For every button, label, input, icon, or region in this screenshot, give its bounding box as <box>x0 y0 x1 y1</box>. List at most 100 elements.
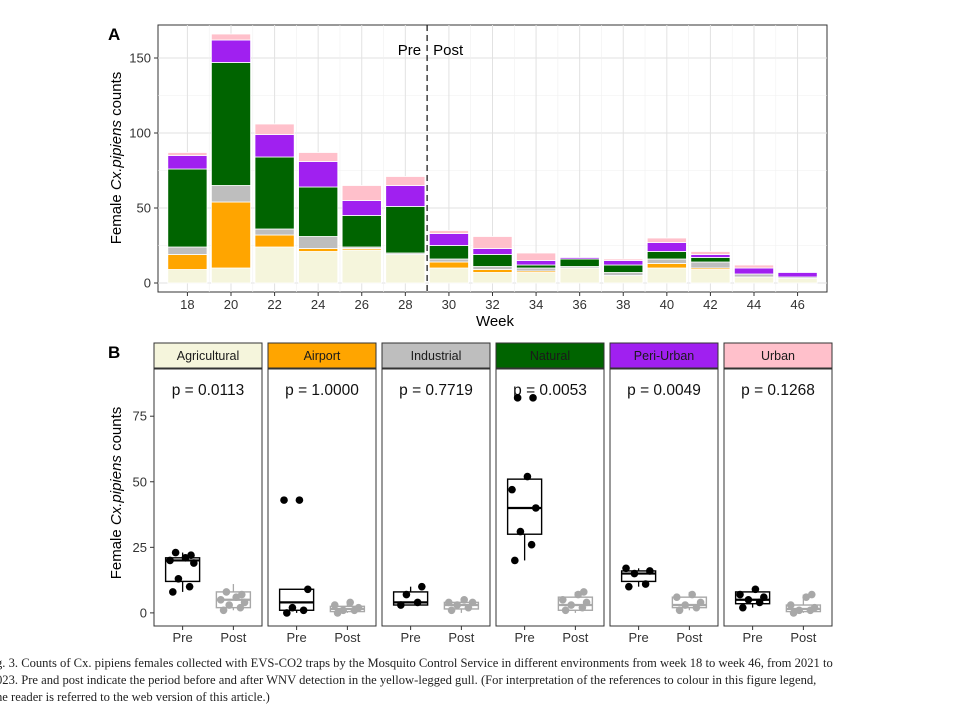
y-tick-label: 0 <box>140 605 147 620</box>
panel-a-y-axis-title: Female Cx.pipiens counts <box>108 72 125 245</box>
bar-segment <box>210 33 252 41</box>
x-tick-label: Post <box>790 630 816 645</box>
data-point <box>696 598 705 607</box>
data-point <box>672 593 681 601</box>
bar-segment <box>385 206 426 254</box>
caption-line-1: g. 3. Counts of Cx. pipiens females coll… <box>0 656 833 670</box>
y-tick-label: 150 <box>129 51 151 66</box>
data-point <box>219 606 228 615</box>
data-point <box>810 603 819 612</box>
data-point <box>444 598 453 607</box>
data-point <box>397 601 405 609</box>
x-tick-label: 44 <box>747 297 761 312</box>
data-point <box>523 472 532 481</box>
bar-segment <box>733 273 775 278</box>
x-tick-label: Pre <box>287 630 307 645</box>
bar-segment <box>690 254 731 258</box>
x-tick-label: 22 <box>267 297 281 312</box>
bar-segment <box>690 269 731 284</box>
bar-segment <box>298 236 339 249</box>
facet-industrial: Industrial p = 0.7719 Pre Post <box>381 342 491 645</box>
bar-segment <box>428 258 469 263</box>
data-point <box>216 595 225 604</box>
bar-segment <box>254 228 295 236</box>
x-tick-label: Pre <box>743 630 763 645</box>
p-value-label: p = 0.7719 <box>399 382 473 399</box>
data-point <box>516 527 525 536</box>
bar-segment <box>646 237 687 243</box>
data-point <box>169 588 177 596</box>
bar-segment <box>341 200 382 216</box>
facet-panel <box>723 368 833 627</box>
x-tick-label: 34 <box>529 297 543 312</box>
bar-segment <box>385 176 426 186</box>
data-point <box>453 601 461 609</box>
x-tick-label: 18 <box>180 297 194 312</box>
data-point <box>174 574 183 583</box>
panel-b-y-axis-title: Female Cx.pipiens counts <box>108 407 125 580</box>
bar-segment <box>210 267 252 284</box>
x-tick-label: Pre <box>629 630 649 645</box>
data-point <box>681 601 689 609</box>
bar-segment <box>341 249 382 284</box>
panel-a-x-axis-title: Week <box>476 313 515 330</box>
data-point <box>529 394 537 402</box>
bar-segment <box>690 257 731 263</box>
x-tick-label: Post <box>334 630 360 645</box>
data-point <box>795 606 803 615</box>
x-tick-label: 28 <box>398 297 412 312</box>
panel-b-tag: B <box>108 343 120 362</box>
box-body <box>620 570 657 583</box>
data-point <box>171 548 180 557</box>
x-tick-label: 40 <box>660 297 674 312</box>
x-tick-label: Post <box>448 630 474 645</box>
bar-segment <box>341 215 382 248</box>
data-point <box>561 606 570 615</box>
bar-segment <box>603 272 644 276</box>
bar-segment <box>167 254 208 270</box>
bar-segment <box>254 123 295 135</box>
panel-b-facets: Agricultural p = 0.0113 Pre Post Airport p = … <box>153 342 833 645</box>
facet-panel <box>381 368 491 627</box>
bar-segment <box>559 258 600 267</box>
data-point <box>464 603 473 612</box>
facet-strip <box>153 342 263 369</box>
x-tick-label: 42 <box>703 297 717 312</box>
p-value-label: p = 0.1268 <box>741 382 815 399</box>
data-point <box>625 582 633 591</box>
facet-strip-label: Natural <box>530 349 570 363</box>
bar-segment <box>603 260 644 266</box>
data-point <box>166 556 174 565</box>
bar-segment <box>646 251 687 260</box>
data-point <box>225 601 233 609</box>
bar-segment <box>646 267 687 284</box>
x-tick-label: 38 <box>616 297 630 312</box>
bar-segment <box>341 185 382 201</box>
data-point <box>295 496 304 504</box>
facet-strip-label: Industrial <box>411 349 462 363</box>
box-body <box>734 591 771 605</box>
bar-segment <box>472 272 513 284</box>
facet-natural: Natural p = 0.0053 Pre Post <box>495 342 605 645</box>
x-tick-label: Post <box>676 630 702 645</box>
bar-segment <box>428 230 469 234</box>
bar-segment <box>733 267 775 275</box>
bar-segment <box>167 152 208 156</box>
bar-segment <box>167 269 208 284</box>
facet-panel <box>153 368 263 627</box>
bar-segment <box>559 257 600 260</box>
box-body <box>278 588 315 611</box>
bar-segment <box>298 186 339 237</box>
data-point <box>280 496 288 504</box>
data-point <box>646 567 654 575</box>
y-tick-label: 75 <box>133 409 147 424</box>
bar-segment <box>210 39 252 63</box>
x-tick-label: 32 <box>485 297 499 312</box>
facet-airport: Airport p = 1.0000 Pre Post <box>267 342 377 645</box>
bar-segment <box>210 201 252 269</box>
data-point <box>688 590 696 599</box>
x-tick-label: Pre <box>173 630 193 645</box>
data-point <box>755 598 764 607</box>
data-point <box>447 606 456 615</box>
data-point <box>630 569 639 578</box>
